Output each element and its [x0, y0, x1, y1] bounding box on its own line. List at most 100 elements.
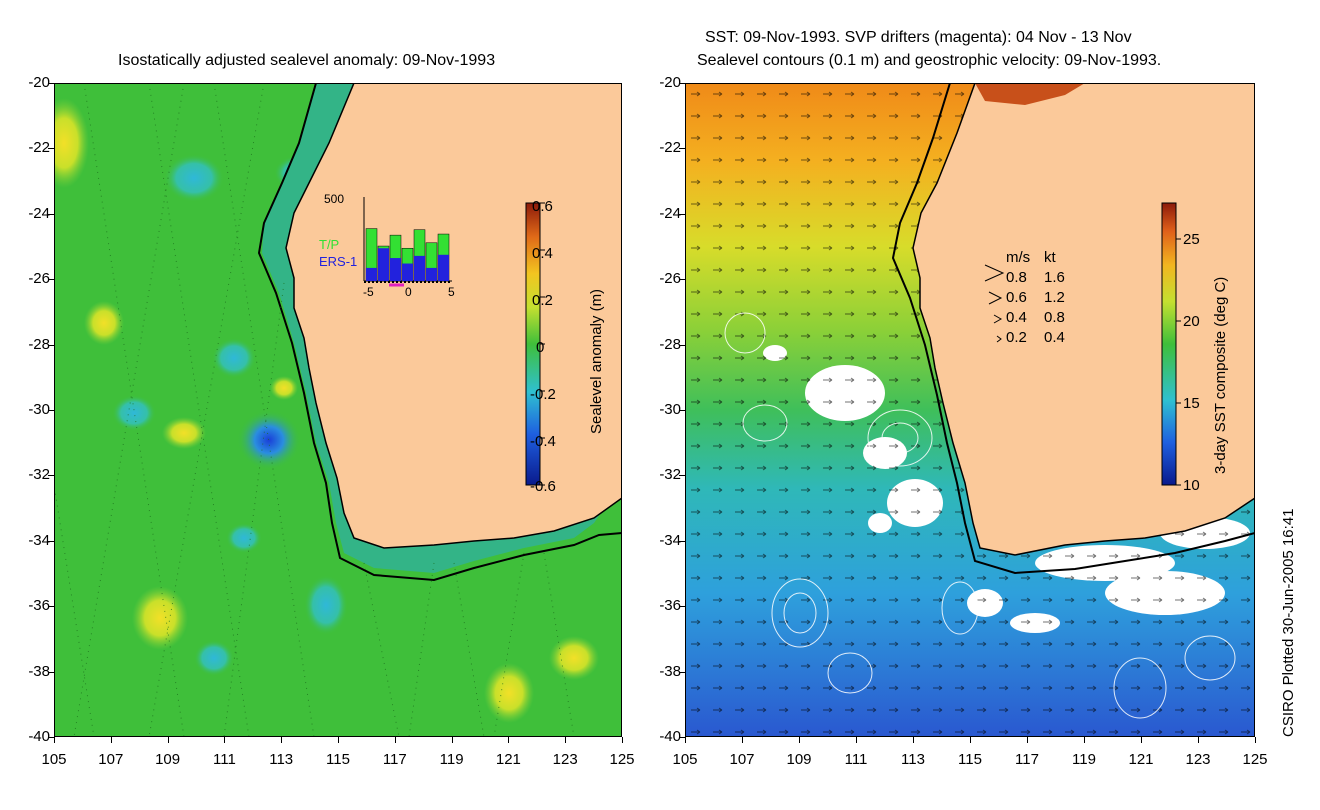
x-tick-label: 107: [729, 751, 755, 768]
velocity-legend-arrows: [984, 264, 1005, 343]
x-tick-label: 113: [269, 751, 294, 768]
velocity-kt: 0.4: [1044, 329, 1065, 346]
y-tick-label: -24: [659, 204, 681, 222]
y-tick-label: -24: [28, 204, 50, 222]
x-tick-mark: [224, 737, 226, 743]
sst-colorbar: [1161, 202, 1177, 486]
velocity-header-kt: kt: [1044, 249, 1056, 266]
inset-x-tick: -5: [363, 285, 374, 299]
y-tick-label: -32: [659, 466, 681, 484]
y-tick-mark: [679, 148, 685, 150]
y-tick-label: -20: [659, 74, 681, 91]
y-tick-label: -22: [28, 139, 50, 157]
x-tick-label: 113: [901, 751, 925, 768]
x-tick-mark: [799, 737, 800, 743]
velocity-legend: m/s kt 0.8 1.6 0.6 1.2 0.4 0.8 0.2 0.4: [1006, 248, 1065, 348]
y-tick-mark: [48, 279, 54, 281]
y-tick-label: -26: [659, 270, 681, 288]
x-tick-mark: [1027, 737, 1028, 743]
y-tick-label: -32: [28, 466, 50, 484]
sst-tick: 10: [1183, 477, 1200, 494]
inset-ers-bar: [438, 254, 449, 281]
inset-ers-bar: [426, 267, 437, 281]
y-tick-label: -30: [28, 401, 50, 418]
left-shelf-contour: [257, 83, 622, 582]
x-tick-mark: [1255, 737, 1256, 743]
y-tick-mark: [48, 606, 54, 608]
sla-colorbar-label: Sealevel anomaly (m): [588, 288, 605, 434]
x-tick-label: 111: [212, 751, 236, 768]
inset-y-label: 500: [324, 192, 345, 206]
y-tick-mark: [48, 148, 54, 150]
x-tick-mark: [508, 737, 510, 743]
x-tick-mark: [451, 737, 453, 743]
left-panel-title: Isostatically adjusted sealevel anomaly:…: [118, 52, 496, 69]
inset-x-tick: 5: [448, 285, 455, 299]
y-tick-label: -36: [28, 597, 50, 615]
y-tick-mark: [48, 410, 54, 411]
x-tick-mark: [54, 737, 55, 743]
x-tick-mark: [970, 737, 971, 743]
sla-tick: -0.6: [530, 478, 556, 495]
velocity-kt: 0.8: [1044, 309, 1065, 326]
x-tick-mark: [913, 737, 914, 743]
sealevel-anomaly-map: [54, 83, 622, 737]
velocity-kt: 1.6: [1044, 269, 1065, 286]
y-tick-label: -28: [28, 335, 50, 353]
x-tick-label: 125: [1242, 751, 1268, 768]
y-tick-mark: [679, 671, 685, 673]
y-tick-label: -34: [28, 531, 50, 549]
y-tick-mark: [48, 737, 54, 738]
inset-ers-bar: [402, 263, 413, 281]
y-tick-label: -38: [28, 662, 50, 680]
x-tick-label: 119: [1072, 751, 1096, 768]
inset-legend-tp: T/P: [319, 237, 340, 252]
sla-tick: 0.2: [532, 292, 553, 309]
x-tick-label: 121: [495, 751, 521, 768]
x-tick-mark: [1141, 737, 1142, 743]
y-tick-mark: [679, 344, 685, 346]
inset-x-tick: 0: [405, 285, 412, 299]
velocity-ms: 0.8: [1006, 269, 1027, 286]
x-tick-label: 121: [1128, 751, 1154, 768]
x-tick-label: 111: [844, 751, 868, 768]
x-tick-label: 109: [786, 751, 812, 768]
x-tick-label: 117: [1015, 751, 1039, 768]
y-tick-mark: [48, 475, 54, 477]
x-tick-mark: [742, 737, 743, 743]
sla-tick: 0.6: [532, 198, 553, 215]
inset-ers-bar: [390, 258, 401, 281]
x-tick-mark: [622, 737, 623, 743]
x-tick-label: 105: [41, 751, 67, 768]
y-tick-mark: [679, 737, 685, 738]
x-tick-mark: [1084, 737, 1085, 743]
x-tick-mark: [856, 737, 857, 743]
inset-ers-bar: [366, 267, 377, 281]
x-tick-mark: [1198, 737, 1199, 743]
y-tick-label: -26: [28, 270, 50, 288]
y-tick-label: -30: [659, 401, 681, 418]
x-tick-mark: [565, 737, 567, 743]
x-tick-mark: [167, 737, 169, 743]
velocity-ms: 0.6: [1006, 289, 1027, 306]
right-panel-title-line1: SST: 09-Nov-1993. SVP drifters (magenta)…: [705, 29, 1132, 46]
x-tick-mark: [394, 737, 396, 743]
y-tick-mark: [48, 83, 54, 84]
y-tick-mark: [679, 279, 685, 281]
velocity-ms: 0.2: [1006, 329, 1027, 346]
sla-tick: -0.2: [530, 386, 556, 403]
x-tick-label: 115: [326, 751, 350, 768]
sla-tick: 0: [536, 339, 545, 356]
sla-tick: -0.4: [530, 433, 556, 450]
y-tick-label: -20: [28, 74, 50, 91]
y-tick-label: -40: [28, 728, 50, 745]
y-tick-label: -22: [659, 139, 681, 157]
right-panel-title-line2: Sealevel contours (0.1 m) and geostrophi…: [697, 52, 1162, 69]
y-tick-mark: [48, 344, 54, 346]
altimeter-inset-chart: [363, 197, 452, 287]
y-tick-label: -36: [659, 597, 681, 615]
sst-tick: 25: [1183, 231, 1200, 248]
x-tick-label: 117: [382, 751, 407, 768]
x-tick-mark: [338, 737, 339, 743]
x-tick-label: 109: [155, 751, 181, 768]
